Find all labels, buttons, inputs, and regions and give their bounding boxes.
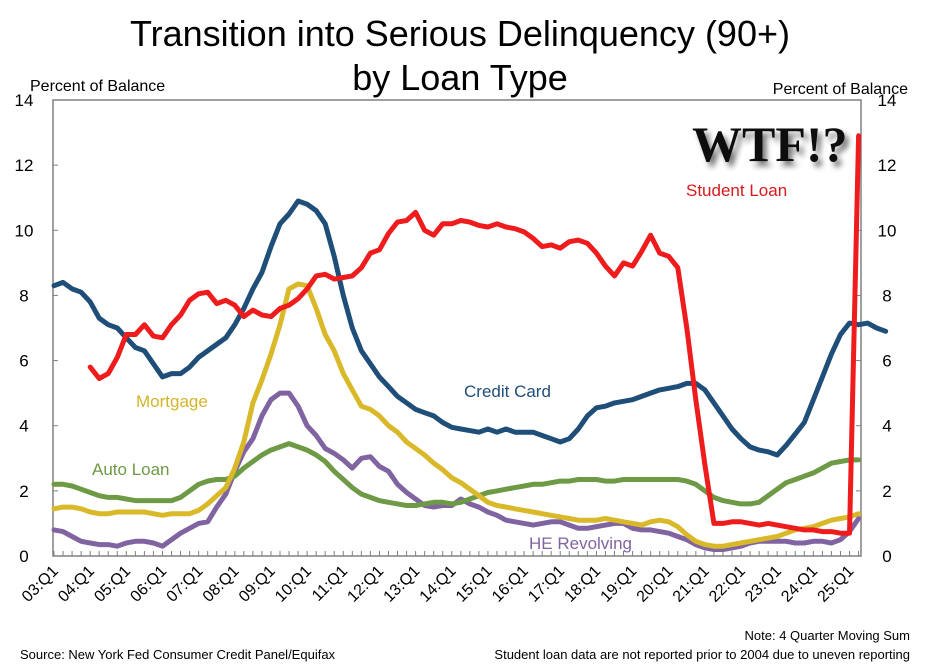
series-label-auto-loan: Auto Loan	[92, 460, 170, 479]
x-tick-label: 25:Q1	[815, 563, 858, 606]
x-tick-label: 14:Q1	[417, 563, 460, 606]
y-axis-label-right: Percent of Balance	[773, 81, 908, 98]
chart-subtitle: by Loan Type	[352, 57, 568, 98]
x-tick-label: 21:Q1	[670, 563, 713, 606]
y-tick-label-right: 8	[882, 286, 891, 305]
y-tick-label-right: 10	[878, 221, 897, 240]
series-line-student-loan	[87, 133, 862, 536]
y-tick-label-right: 12	[878, 156, 897, 175]
y-tick-label-left: 12	[15, 156, 34, 175]
y-tick-label-left: 4	[19, 417, 28, 436]
x-tick-label: 04:Q1	[55, 563, 98, 606]
y-tick-label-right: 4	[882, 417, 891, 436]
series-line-mortgage	[51, 281, 862, 549]
y-tick-label-left: 6	[19, 352, 28, 371]
series-lines	[51, 133, 889, 552]
y-tick-label-right: 6	[882, 352, 891, 371]
series-label-he-revolving: HE Revolving	[529, 534, 632, 553]
x-tick-label: 13:Q1	[381, 563, 424, 606]
x-tick-label: 15:Q1	[453, 563, 496, 606]
y-tick-label-left: 8	[19, 286, 28, 305]
plot-frame	[52, 99, 862, 557]
y-tick-label-right: 0	[882, 547, 891, 566]
x-tick-label: 18:Q1	[561, 563, 604, 606]
x-tick-label: 05:Q1	[91, 563, 134, 606]
x-tick-label: 24:Q1	[778, 563, 821, 606]
x-tick-label: 19:Q1	[598, 563, 641, 606]
student-loan-note: Student loan data are not reported prior…	[494, 647, 910, 662]
chart-title: Transition into Serious Delinquency (90+…	[130, 13, 790, 54]
series-label-student-loan: Student Loan	[686, 181, 787, 200]
y-tick-label-left: 0	[19, 547, 28, 566]
series-line-he-revolving	[51, 390, 862, 552]
x-ticks: 03:Q104:Q105:Q106:Q107:Q108:Q109:Q110:Q1…	[19, 551, 860, 606]
x-tick-label: 09:Q1	[236, 563, 279, 606]
series-line-credit-card	[51, 198, 889, 458]
x-tick-label: 22:Q1	[706, 563, 749, 606]
x-tick-label: 11:Q1	[309, 563, 351, 605]
x-tick-label: 08:Q1	[200, 563, 243, 606]
x-tick-label: 10:Q1	[272, 563, 315, 606]
wtf-annotation: WTF!?	[692, 116, 848, 172]
x-tick-label: 07:Q1	[164, 563, 207, 606]
x-tick-label: 17:Q1	[525, 563, 568, 606]
x-tick-label: 23:Q1	[742, 563, 785, 606]
x-tick-label: 20:Q1	[634, 563, 677, 606]
y-tick-label-left: 10	[15, 221, 34, 240]
series-label-credit-card: Credit Card	[464, 382, 551, 401]
x-tick-label: 06:Q1	[127, 563, 170, 606]
series-line-auto-loan	[51, 441, 862, 508]
y-tick-label-left: 2	[19, 482, 28, 501]
x-tick-label: 12:Q1	[344, 563, 387, 606]
y-axis-label-left: Percent of Balance	[30, 78, 165, 95]
moving-sum-note: Note: 4 Quarter Moving Sum	[745, 628, 910, 643]
y-tick-label-right: 14	[878, 91, 897, 110]
y-tick-label-left: 14	[15, 91, 34, 110]
x-tick-label: 03:Q1	[19, 563, 62, 606]
x-tick-label: 16:Q1	[489, 563, 532, 606]
y-tick-label-right: 2	[882, 482, 891, 501]
series-label-mortgage: Mortgage	[136, 392, 208, 411]
source-note: Source: New York Fed Consumer Credit Pan…	[20, 647, 336, 662]
